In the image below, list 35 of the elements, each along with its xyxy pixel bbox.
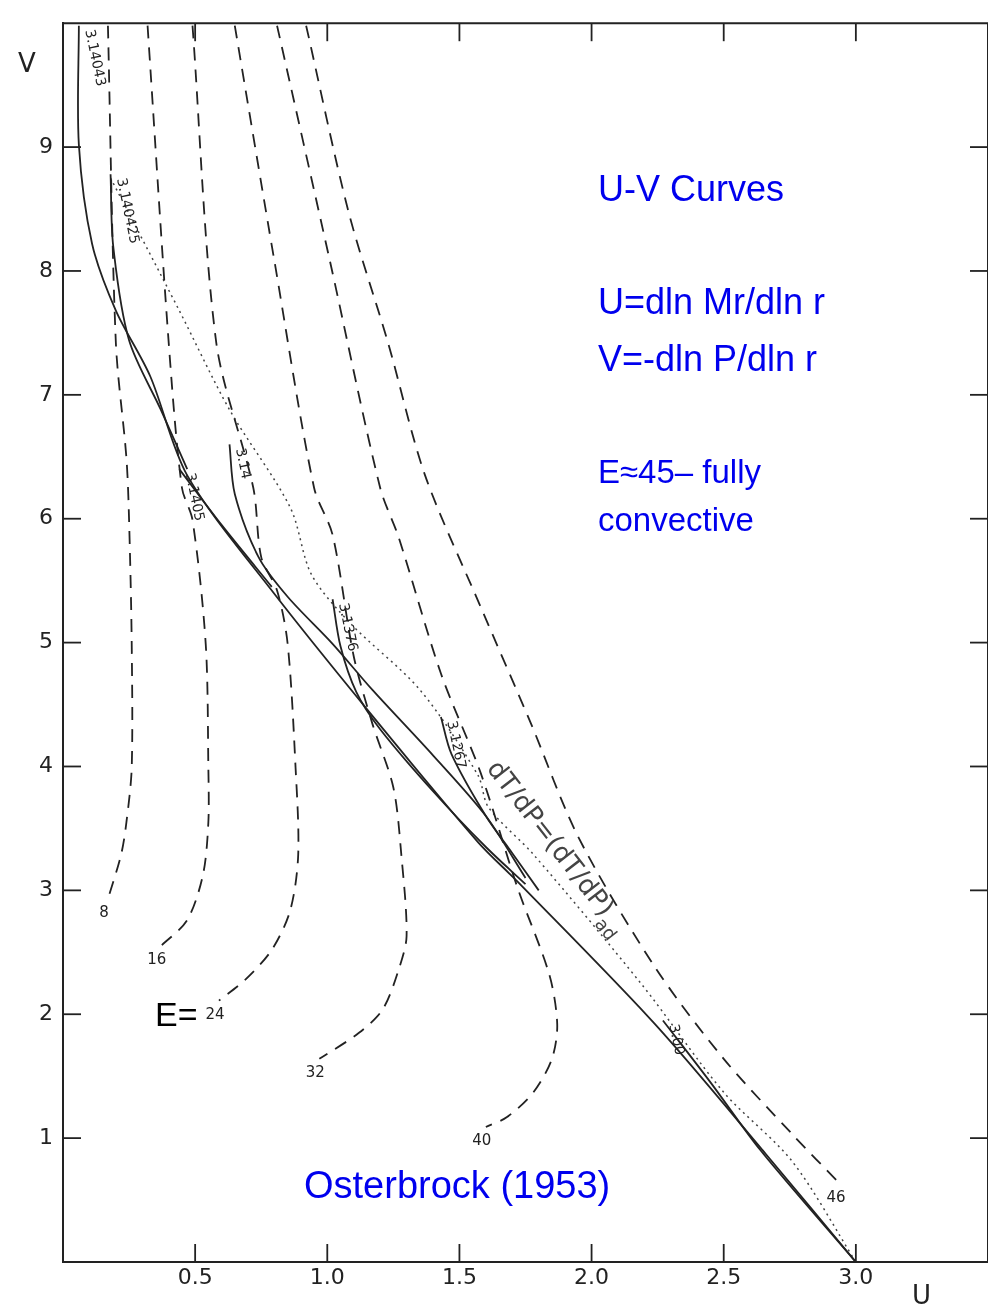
y-tick-label: 5 — [39, 628, 53, 654]
annotation: V=-dln P/dln r — [598, 337, 819, 381]
series-label: 8 — [99, 902, 109, 921]
y-axis-title: V — [18, 48, 36, 78]
series-label: 32 — [305, 1062, 325, 1081]
y-tick-label: 9 — [39, 132, 53, 158]
annotation: E≈45– fully convective — [598, 452, 763, 540]
y-tick-label: 2 — [39, 999, 53, 1025]
x-tick-label: 3.0 — [838, 1263, 874, 1289]
y-tick-label: 8 — [39, 256, 53, 282]
annotation: E= — [155, 995, 198, 1033]
x-tick-label: 1.0 — [309, 1263, 345, 1289]
annotation: U-V Curves — [598, 167, 786, 211]
series-label: 24 — [205, 1004, 225, 1023]
series-label: 16 — [147, 950, 167, 968]
text: 3.1267 — [444, 719, 471, 771]
text: 3.1405 — [182, 471, 209, 523]
text: 3.140425 — [114, 176, 144, 246]
text: 3.1376 — [336, 601, 362, 653]
y-tick-label: 7 — [39, 380, 53, 406]
series-label: 46 — [826, 1187, 846, 1206]
series-label: 40 — [472, 1130, 492, 1149]
annotation: Osterbrock (1953) — [304, 1163, 612, 1208]
x-axis-title: U — [912, 1280, 932, 1310]
x-tick-label: 2.0 — [574, 1263, 610, 1289]
x-tick-label: 0.5 — [177, 1263, 213, 1289]
text: 3.14 — [233, 446, 256, 481]
x-tick-label: 1.5 — [441, 1263, 477, 1289]
annotation: U=dln Mr/dln r — [598, 280, 827, 324]
x-tick-label: 2.5 — [706, 1263, 742, 1289]
y-tick-label: 1 — [39, 1123, 53, 1149]
y-tick-label: 4 — [39, 752, 53, 778]
y-tick-label: 3 — [39, 876, 53, 902]
text: 3.14043 — [82, 27, 110, 88]
y-tick-label: 6 — [39, 504, 53, 530]
